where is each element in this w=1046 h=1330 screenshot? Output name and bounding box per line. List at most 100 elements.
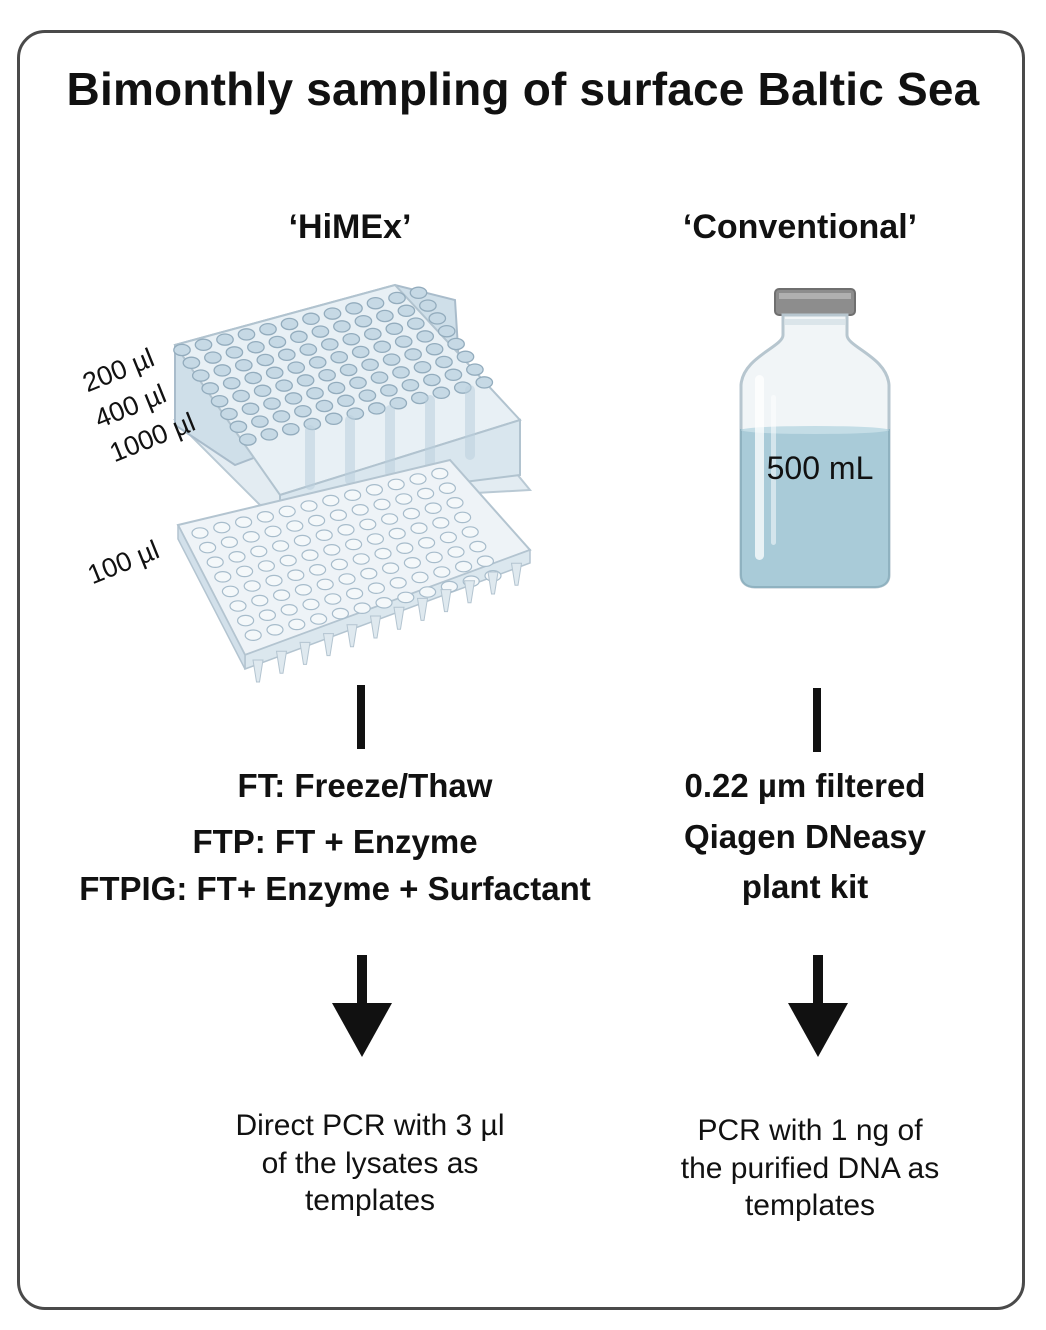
well [299, 343, 318, 356]
well [315, 399, 334, 413]
well [213, 521, 231, 534]
well-tip [275, 650, 288, 674]
well [216, 333, 234, 346]
well [367, 582, 385, 594]
well [311, 325, 330, 338]
well [395, 493, 413, 505]
well [272, 410, 291, 423]
well-tip [346, 624, 358, 648]
well [344, 489, 362, 501]
well [370, 371, 389, 384]
well [416, 330, 435, 343]
well [258, 609, 277, 621]
well [253, 384, 272, 398]
well [330, 558, 348, 571]
well [315, 529, 333, 541]
well [373, 498, 391, 511]
well [409, 286, 428, 300]
well [287, 361, 306, 374]
well-tip [299, 641, 311, 665]
himex-heading: ‘HiMEx’ [288, 208, 412, 246]
well [409, 473, 427, 485]
well [198, 541, 217, 554]
well [244, 371, 263, 385]
well [423, 373, 441, 387]
well [264, 525, 282, 538]
well-tip [416, 597, 429, 621]
well [454, 511, 472, 524]
well [392, 366, 410, 379]
well [260, 428, 279, 441]
well [281, 422, 300, 436]
pcr-plate-icon [176, 458, 532, 683]
well [243, 580, 261, 592]
well [342, 332, 361, 346]
well [301, 549, 319, 561]
well [349, 376, 367, 390]
well [237, 328, 256, 341]
well [401, 378, 420, 392]
well [294, 584, 312, 596]
well [214, 571, 232, 583]
well [302, 312, 320, 326]
well [228, 551, 246, 563]
well-tip [252, 659, 264, 683]
well [323, 307, 342, 320]
well [456, 350, 475, 364]
method-ftpig: FTPIG: FT+ Enzyme + Surfactant [79, 870, 591, 907]
well [316, 578, 334, 591]
well [265, 366, 284, 380]
well [353, 602, 371, 614]
well [359, 518, 377, 531]
well [234, 358, 253, 372]
well [271, 540, 290, 552]
arrow-down-icon [788, 955, 848, 1057]
well [374, 547, 392, 560]
well [403, 557, 421, 569]
well [331, 607, 349, 620]
well [222, 376, 241, 390]
well [229, 420, 248, 434]
well [280, 604, 298, 616]
well [337, 394, 355, 408]
well [365, 483, 383, 496]
well [375, 597, 393, 609]
well [417, 487, 435, 500]
well [345, 302, 363, 315]
well [406, 317, 425, 330]
conventional-connector [813, 688, 821, 752]
well [308, 514, 326, 527]
well [363, 327, 382, 341]
well [389, 396, 408, 410]
well [296, 374, 315, 387]
well [244, 629, 262, 641]
well [306, 386, 324, 400]
well [388, 527, 406, 540]
well [346, 587, 364, 600]
well [330, 350, 349, 364]
well [425, 551, 443, 564]
well [288, 618, 306, 631]
well [466, 363, 484, 376]
bottle-volume-label: 500 mL [766, 450, 874, 486]
well [294, 404, 312, 418]
well [437, 324, 456, 338]
well [419, 299, 437, 312]
well [220, 536, 239, 548]
well-tip [393, 606, 405, 630]
well [333, 320, 351, 333]
well [241, 402, 260, 416]
well [455, 560, 473, 573]
well [438, 482, 456, 494]
well [382, 353, 401, 366]
himex-outcome-line: Direct PCR with 3 µl [235, 1109, 505, 1142]
conventional-filter: 0.22 µm filtered [684, 767, 926, 804]
well [266, 624, 284, 636]
well [351, 345, 370, 359]
well [387, 478, 405, 491]
himex-connector [357, 685, 365, 749]
well [300, 500, 318, 512]
well [376, 309, 394, 323]
well [475, 376, 494, 389]
well [354, 314, 373, 328]
